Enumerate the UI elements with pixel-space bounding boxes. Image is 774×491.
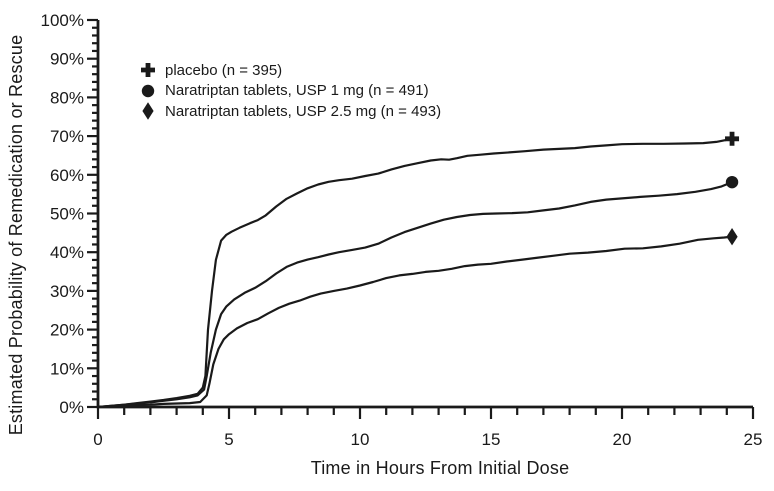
y-tick-label: 80% (50, 88, 84, 107)
circle-icon (141, 84, 155, 97)
series-line-placebo (96, 137, 734, 409)
plus-marker-icon (725, 131, 740, 146)
y-tick-label: 60% (50, 166, 84, 185)
legend-label: Naratriptan tablets, USP 2.5 mg (n = 493… (165, 102, 442, 120)
legend-item-placebo: placebo (n = 395) (136, 60, 441, 81)
x-tick-label: 20 (613, 430, 632, 449)
diamond-icon-glyph (142, 102, 154, 120)
y-axis-title: Estimated Probability of Remedication or… (6, 35, 26, 436)
legend-label: placebo (n = 395) (165, 61, 283, 79)
y-tick-label: 30% (50, 282, 84, 301)
x-tick-label: 0 (93, 430, 102, 449)
y-tick-label: 20% (50, 321, 84, 340)
plus-icon-glyph (141, 63, 155, 78)
series-line-naratriptan-1mg (96, 181, 734, 409)
x-tick-label: 10 (351, 430, 370, 449)
legend-item-naratriptan-2-5mg: Naratriptan tablets, USP 2.5 mg (n = 493… (136, 101, 441, 122)
y-tick-label: 0% (59, 398, 84, 417)
x-tick-label: 15 (482, 430, 501, 449)
y-tick-label: 90% (50, 50, 84, 69)
x-tick-label: 25 (744, 430, 763, 449)
y-tick-label: 100% (41, 11, 84, 30)
y-tick-label: 10% (50, 359, 84, 378)
legend-item-naratriptan-1mg: Naratriptan tablets, USP 1 mg (n = 491) (136, 81, 441, 102)
legend-label: Naratriptan tablets, USP 1 mg (n = 491) (165, 82, 429, 100)
x-axis-title: Time in Hours From Initial Dose (311, 458, 570, 478)
series-line-naratriptan-2-5mg (96, 235, 734, 409)
y-tick-label: 50% (50, 205, 84, 224)
x-tick-label: 5 (224, 430, 233, 449)
circle-icon-glyph (141, 84, 155, 97)
diamond-marker-icon (726, 228, 738, 246)
circle-marker-icon (725, 175, 739, 189)
y-tick-label: 40% (50, 243, 84, 262)
plus-icon (141, 63, 155, 78)
diamond-icon (142, 102, 154, 120)
y-tick-label: 70% (50, 127, 84, 146)
chart-legend: placebo (n = 395) Naratriptan tablets, US… (136, 60, 441, 122)
